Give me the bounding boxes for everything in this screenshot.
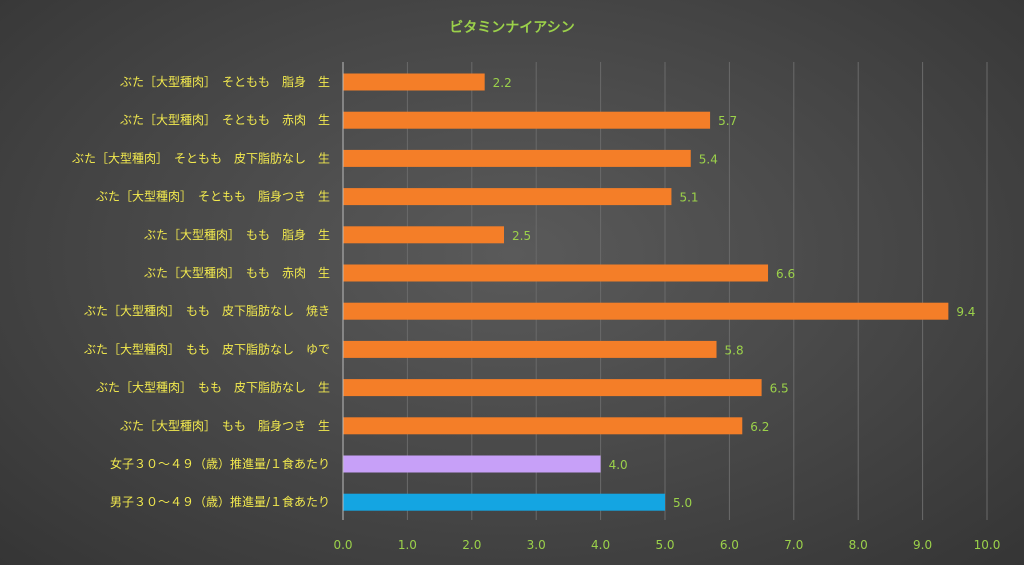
- bar: [343, 302, 949, 320]
- category-label: ぶた［大型種肉］ もも 赤肉 生: [144, 266, 330, 280]
- data-label: 4.0: [609, 458, 628, 472]
- bar: [343, 149, 691, 167]
- x-tick-label: 6.0: [720, 538, 739, 552]
- bar: [343, 493, 665, 511]
- x-tick-label: 4.0: [591, 538, 610, 552]
- bar: [343, 455, 601, 473]
- category-label: ぶた［大型種肉］ そともも 脂身つき 生: [96, 189, 330, 204]
- data-label: 5.8: [725, 343, 744, 357]
- data-label: 2.5: [512, 229, 531, 243]
- chart-title: ビタミンナイアシン: [449, 20, 574, 36]
- category-label: ぶた［大型種肉］ もも 皮下脂肪なし ゆで: [84, 341, 330, 356]
- category-label: ぶた［大型種肉］ もも 脂身 生: [144, 227, 330, 242]
- x-tick-label: 2.0: [462, 538, 481, 552]
- data-label: 2.2: [493, 76, 512, 90]
- category-label: ぶた［大型種肉］ もも 皮下脂肪なし 焼き: [84, 303, 330, 318]
- data-label: 5.7: [718, 114, 737, 128]
- data-label: 9.4: [956, 305, 975, 319]
- bar: [343, 340, 717, 358]
- bar: [343, 379, 762, 397]
- data-label: 5.4: [699, 152, 718, 166]
- bar: [343, 111, 711, 129]
- category-label: 男子３０～４９（歳）推進量/１食あたり: [110, 494, 330, 509]
- x-tick-label: 1.0: [398, 538, 417, 552]
- category-label: ぶた［大型種肉］ そともも 赤肉 生: [120, 113, 330, 127]
- x-tick-label: 7.0: [784, 538, 803, 552]
- data-label: 6.6: [776, 267, 795, 281]
- category-label: ぶた［大型種肉］ そともも 脂身 生: [120, 74, 330, 89]
- x-tick-label: 10.0: [974, 538, 1001, 552]
- category-label: ぶた［大型種肉］ そともも 皮下脂肪なし 生: [72, 150, 330, 165]
- bar: [343, 264, 769, 282]
- bar: [343, 188, 672, 206]
- bar: [343, 226, 504, 244]
- category-label: ぶた［大型種肉］ もも 皮下脂肪なし 生: [96, 380, 330, 395]
- x-axis-tick-labels: 0.0 1.0 2.0 3.0 4.0 5.0 6.0 7.0 8.0 9.0 10.0: [333, 538, 1000, 552]
- data-label: 6.2: [750, 420, 769, 434]
- x-tick-label: 9.0: [913, 538, 932, 552]
- bar: [343, 73, 485, 91]
- category-label: ぶた［大型種肉］ もも 脂身つき 生: [120, 418, 330, 433]
- gridlines: [406, 62, 988, 520]
- bar: [343, 417, 743, 435]
- x-tick-label: 8.0: [849, 538, 868, 552]
- category-label: 女子３０～４９（歳）推進量/１食あたり: [110, 456, 330, 471]
- x-tick-label: 5.0: [655, 538, 674, 552]
- data-labels: 2.2 5.7 5.4 5.1 2.5 6.6 9.4 5.8 6.5 6.2 4.0 5.0: [493, 76, 976, 510]
- x-tick-label: 0.0: [333, 538, 352, 552]
- x-tick-label: 3.0: [527, 538, 546, 552]
- category-labels: ぶた［大型種肉］ そともも 脂身 生ぶた［大型種肉］ そともも 赤肉 生ぶた［大…: [72, 74, 330, 509]
- data-label: 6.5: [770, 382, 789, 396]
- bars: [343, 73, 949, 511]
- data-label: 5.0: [673, 496, 692, 510]
- data-label: 5.1: [679, 191, 698, 205]
